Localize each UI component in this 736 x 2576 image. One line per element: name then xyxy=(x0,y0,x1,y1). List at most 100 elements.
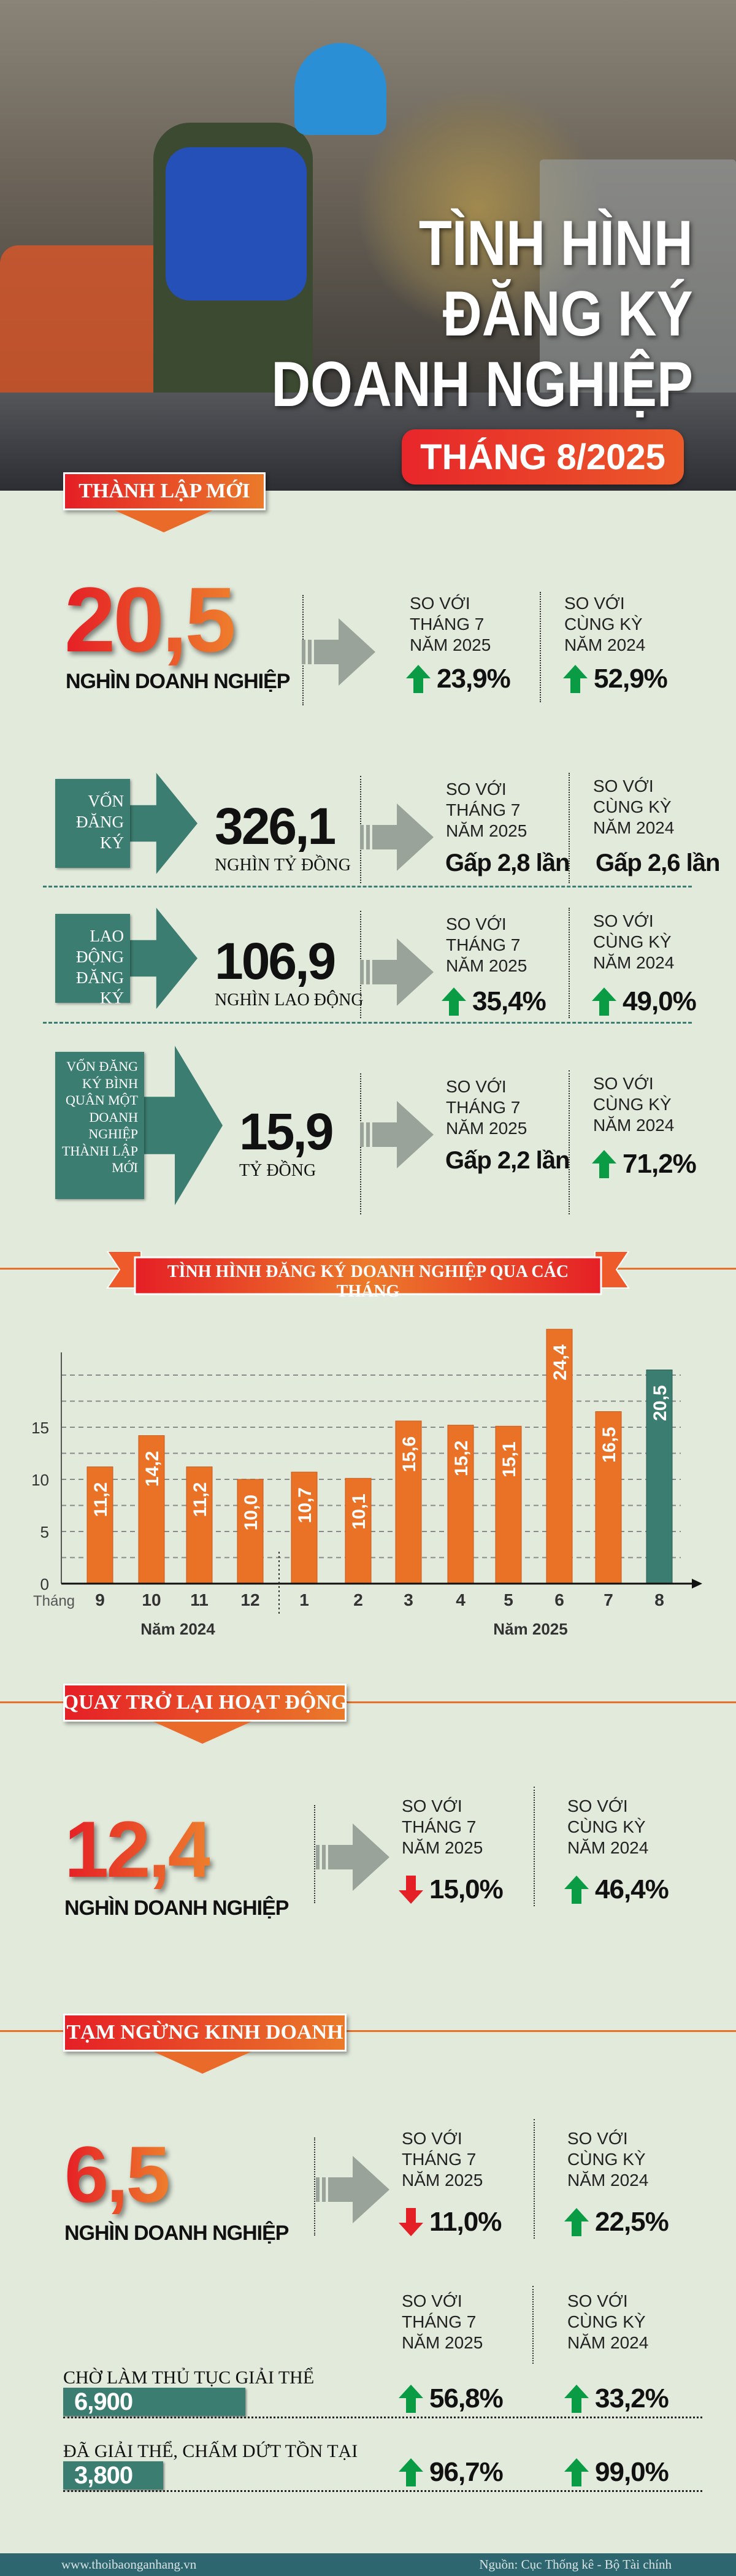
bar-2 xyxy=(345,1478,372,1584)
compare-label-month: SO VỚI THÁNG 7 NĂM 2025 xyxy=(402,2291,483,2353)
label-line: NĂM 2024 xyxy=(564,635,646,655)
label-line: SO VỚI xyxy=(402,2291,462,2310)
gray-arrow-icon xyxy=(316,1823,389,1891)
hero-title-line-3: DOANH NGHIỆP xyxy=(271,349,693,420)
new-businesses-value: 20,5 xyxy=(64,568,236,671)
label-line: CÙNG KỲ xyxy=(593,797,672,817)
divider xyxy=(534,2119,535,2239)
up-arrow-icon xyxy=(563,665,588,693)
change-vs-month: 35,4% xyxy=(442,986,546,1017)
label-line: NĂM 2025 xyxy=(410,635,491,655)
metric-unit: NGHÌN LAO ĐỘNG xyxy=(215,991,364,1010)
change-value: 15,0% xyxy=(429,1874,504,1904)
change-vs-month: 96,7% xyxy=(399,2457,504,2488)
change-vs-year: 46,4% xyxy=(564,1874,669,1905)
change-value: 22,5% xyxy=(595,2207,669,2237)
change-value: 52,9% xyxy=(594,664,668,694)
change-vs-year: 52,9% xyxy=(563,664,668,694)
divider xyxy=(314,2137,315,2236)
hero-title-line-2: ĐĂNG KÝ xyxy=(443,278,693,350)
label-line: CÙNG KỲ xyxy=(567,2150,646,2169)
label-line: CÙNG KỲ xyxy=(567,1817,646,1837)
label-line: SO VỚI xyxy=(446,1077,507,1096)
change-vs-month: Gấp 2,2 lần xyxy=(445,1147,570,1174)
label-line: CÙNG KỲ xyxy=(593,932,672,952)
metric-unit: TỶ ĐỒNG xyxy=(239,1161,316,1180)
bar-1 xyxy=(291,1471,318,1584)
label-line: NĂM 2025 xyxy=(446,1119,527,1138)
section-down-arrow-icon xyxy=(153,2052,251,2074)
metric-label-box: VỐN ĐĂNG KÝ BÌNH QUÂN MỘT DOANH NGHIỆP T… xyxy=(55,1052,144,1199)
change-value: 33,2% xyxy=(595,2383,669,2413)
change-value: 49,0% xyxy=(623,986,697,1016)
row-divider xyxy=(63,2490,702,2492)
change-vs-year: 22,5% xyxy=(564,2207,669,2237)
bar-value-label: 20,5 xyxy=(650,1386,670,1421)
x-tick-label: 10 xyxy=(142,1590,161,1609)
bar-value-label: 11,2 xyxy=(190,1482,210,1517)
label-line: NĂM 2024 xyxy=(593,1116,675,1135)
down-arrow-icon xyxy=(399,1876,423,1904)
website-link[interactable]: www.thoibaonganhang.vn xyxy=(61,2557,197,2572)
change-vs-month: 23,9% xyxy=(406,664,511,694)
y-tick-label: 0 xyxy=(40,1575,49,1593)
compare-label-month: SO VỚI THÁNG 7 NĂM 2025 xyxy=(446,779,527,841)
x-tick-label: 3 xyxy=(404,1590,413,1609)
bar-9 xyxy=(86,1466,113,1584)
change-vs-year: 71,2% xyxy=(592,1149,697,1179)
section-down-arrow-icon xyxy=(115,510,213,532)
divider xyxy=(569,908,570,1018)
label-line: THÁNG 7 xyxy=(402,2150,477,2169)
bar-value-label: 15,2 xyxy=(451,1441,472,1476)
up-arrow-icon xyxy=(564,1876,589,1904)
label-line: THÁNG 7 xyxy=(402,2312,477,2332)
change-value: 23,9% xyxy=(437,664,511,694)
label-line: THÁNG 7 xyxy=(446,800,521,820)
section-rule xyxy=(0,2030,736,2032)
row-divider xyxy=(43,886,692,887)
bar-value-label: 15,6 xyxy=(399,1436,420,1472)
down-arrow-icon xyxy=(399,2208,423,2236)
label-line: NĂM 2024 xyxy=(593,818,675,838)
returned-value: 12,4 xyxy=(64,1804,212,1894)
change-vs-year: 99,0% xyxy=(564,2457,669,2488)
section-label-suspended: TẠM NGỪNG KINH DOANH xyxy=(63,2014,347,2052)
label-line: CÙNG KỲ xyxy=(567,2312,646,2332)
hero-title-line-1-text: TÌNH HÌNH xyxy=(419,208,693,279)
divider xyxy=(532,2286,534,2364)
source-note: Nguồn: Cục Thống kê - Bộ Tài chính xyxy=(479,2557,672,2572)
x-tick-label: 4 xyxy=(456,1590,466,1609)
row-divider xyxy=(63,2417,702,2418)
worker-shirt-shape xyxy=(166,147,307,301)
status-row-label: ĐÃ GIẢI THỂ, CHẤM DỨT TỒN TẠI xyxy=(63,2441,358,2461)
label-line: NĂM 2024 xyxy=(567,1838,649,1858)
chart-title: TÌNH HÌNH ĐĂNG KÝ DOANH NGHIỆP QUA CÁC T… xyxy=(167,1262,569,1301)
compare-label-month: SO VỚI THÁNG 7 NĂM 2025 xyxy=(446,914,527,976)
label-line: NĂM 2024 xyxy=(567,2333,649,2353)
gray-arrow-icon xyxy=(302,618,375,686)
compare-label-year: SO VỚI CÙNG KỲ NĂM 2024 xyxy=(567,2128,648,2191)
bar-value-label: 24,4 xyxy=(550,1344,570,1381)
bar-value-label: 10,7 xyxy=(295,1487,315,1523)
label-line: SO VỚI xyxy=(567,2129,628,2148)
divider xyxy=(569,1070,570,1214)
helmet-icon xyxy=(294,43,386,135)
y-tick-label: 15 xyxy=(31,1419,49,1437)
label-line: THÁNG 7 xyxy=(410,615,485,634)
change-vs-year: 49,0% xyxy=(592,986,697,1017)
compare-label-month: SO VỚI THÁNG 7 NĂM 2025 xyxy=(446,1076,527,1139)
x-tick-label: 7 xyxy=(604,1590,613,1609)
y-tick-label: 5 xyxy=(40,1523,49,1541)
x-tick-label: 12 xyxy=(240,1590,259,1609)
gray-arrow-icon xyxy=(360,803,434,871)
bar-6 xyxy=(546,1328,573,1584)
x-axis-arrow-icon xyxy=(692,1579,702,1589)
divider xyxy=(534,1787,535,1906)
change-vs-month: Gấp 2,8 lần xyxy=(445,849,570,876)
metric-label-box: LAO ĐỘNG ĐĂNG KÝ xyxy=(55,914,130,1007)
label-line: SO VỚI xyxy=(593,776,654,795)
teal-arrow-icon xyxy=(143,1046,223,1205)
up-arrow-icon xyxy=(564,2208,589,2236)
suspended-unit: NGHÌN DOANH NGHIỆP xyxy=(64,2221,289,2245)
gray-arrow-icon xyxy=(360,1101,434,1168)
